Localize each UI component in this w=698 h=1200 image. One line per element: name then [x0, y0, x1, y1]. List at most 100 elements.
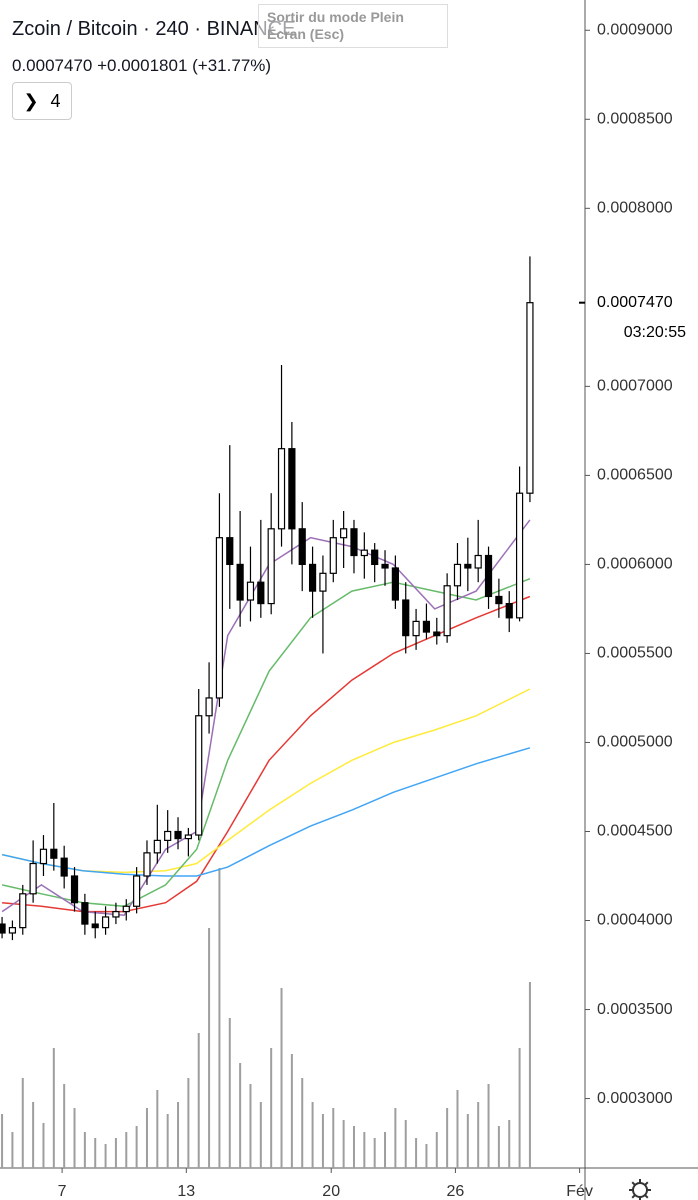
candle-body: [205, 697, 213, 717]
volume-bar: [156, 1090, 159, 1168]
volume-bar: [290, 1054, 293, 1168]
y-tick-label: 0.0003500: [597, 1001, 673, 1018]
volume-bar: [135, 1126, 138, 1168]
candle-body: [505, 602, 513, 619]
volume-bar: [32, 1102, 35, 1168]
volume-bar: [63, 1084, 66, 1168]
y-tick-label: 0.0005000: [597, 734, 673, 751]
moving-average: [1, 519, 531, 916]
y-tick-label: 0.0005500: [597, 645, 673, 662]
y-tick-label: 0.0003000: [597, 1090, 673, 1107]
candle-body: [39, 848, 48, 865]
candle-body: [91, 923, 99, 929]
volume-bar: [21, 1078, 24, 1168]
tooltip: Sortir du mode Plein Écran (Esc): [258, 4, 448, 48]
volume-bar: [228, 1018, 231, 1168]
volume-bar: [508, 1120, 511, 1168]
change-pct: (+31.77%): [192, 56, 272, 75]
candle-body: [526, 302, 534, 494]
volume-bar: [384, 1132, 387, 1168]
candle-body: [133, 875, 141, 907]
title: Zcoin / Bitcoin · 240 · BINANCE: [12, 18, 295, 41]
y-tick-label: 0.0008000: [597, 200, 673, 217]
candle-body: [329, 537, 337, 574]
volume-bar: [466, 1114, 469, 1168]
candle-body: [195, 715, 203, 836]
candle-body: [0, 923, 6, 934]
x-tick-label: Fév: [566, 1183, 593, 1200]
y-tick-label: 0.0006000: [597, 556, 673, 573]
volume-bar: [125, 1132, 128, 1168]
candle-body: [184, 834, 192, 840]
candle-body: [484, 554, 493, 598]
volume-bar: [187, 1078, 190, 1168]
volume-bar: [114, 1138, 117, 1168]
y-tick-label: 0.0006500: [597, 467, 673, 484]
quote: 0.0007470 +0.0001801 (+31.77%): [12, 56, 271, 76]
indicators-toggle[interactable]: ❯ 4: [12, 82, 72, 120]
last-price-label: 0.0007470: [597, 294, 673, 311]
volume-bar: [177, 1102, 180, 1168]
candle-body: [70, 875, 79, 904]
candle-body: [495, 595, 503, 605]
moving-average: [1, 747, 531, 877]
volume-bar: [301, 1078, 304, 1168]
interval: 240: [155, 18, 189, 40]
volume-bar: [52, 1048, 55, 1168]
volume-bar: [332, 1108, 335, 1168]
volume-bar: [145, 1108, 148, 1168]
candle-body: [443, 585, 451, 637]
settings-icon[interactable]: [629, 1179, 651, 1200]
x-tick-label: 26: [447, 1183, 465, 1200]
chevron-icon: ❯: [23, 90, 39, 111]
y-tick-label: 0.0004500: [597, 823, 673, 840]
candle-body: [60, 857, 68, 877]
candle-body: [246, 581, 255, 601]
x-tick-label: 7: [58, 1183, 67, 1200]
candle-body: [350, 528, 358, 557]
candle-body: [29, 862, 37, 895]
volume-bar: [487, 1084, 490, 1168]
candle-body: [412, 620, 420, 637]
candle-body: [308, 563, 317, 592]
candle-body: [112, 911, 120, 918]
volume-bar: [425, 1144, 428, 1168]
candle-body: [360, 549, 368, 557]
last-price-box: [586, 286, 698, 337]
moving-average: [1, 578, 531, 908]
moving-average: [1, 688, 531, 874]
candle-body: [422, 620, 431, 633]
moving-average: [2, 595, 531, 913]
volume-bar: [259, 1102, 262, 1168]
volume-bar: [363, 1132, 366, 1168]
y-tick-label: 0.0007000: [597, 378, 673, 395]
candle-body: [50, 848, 58, 859]
volume-bar: [456, 1090, 459, 1168]
volume-bar: [166, 1114, 169, 1168]
volume-bar: [249, 1084, 252, 1168]
volume-bar: [497, 1126, 500, 1168]
candle-body: [433, 631, 441, 637]
candle-body: [464, 563, 472, 569]
candle-body: [319, 572, 327, 592]
volume-bar: [1, 1114, 4, 1168]
volume-bar: [435, 1132, 438, 1168]
volume-bar: [83, 1132, 86, 1168]
volume-bar: [197, 1033, 200, 1168]
candle-body: [391, 567, 399, 601]
volume-bar: [73, 1108, 76, 1168]
candle-body: [174, 830, 182, 840]
volume-bar: [528, 982, 531, 1168]
volume-bar: [94, 1138, 97, 1168]
volume-bar: [280, 988, 283, 1168]
volume-bar: [270, 1048, 273, 1168]
candle-body: [257, 581, 265, 605]
volume-bar: [311, 1102, 314, 1168]
change: +0.0001801: [97, 56, 188, 75]
candle-body: [215, 537, 224, 699]
volume-bar: [218, 868, 221, 1168]
candle-body: [371, 549, 379, 566]
symbol: Zcoin / Bitcoin: [12, 18, 138, 40]
volume-bar: [321, 1114, 324, 1168]
